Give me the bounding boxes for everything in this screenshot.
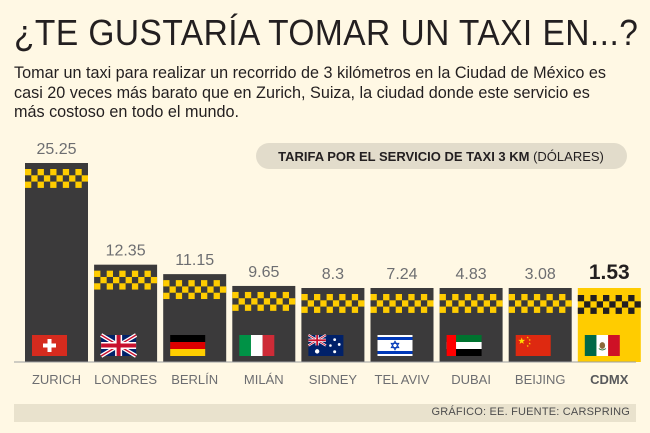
bar-tel-aviv: [370, 288, 434, 362]
taxi-checker-pattern: [577, 295, 641, 314]
mexico-flag: [584, 335, 620, 356]
australia-flag: [307, 334, 344, 356]
legend-badge: TARIFA POR EL SERVICIO DE TAXI 3 KM (DÓL…: [256, 143, 627, 169]
taxi-checker-pattern: [439, 294, 503, 313]
switzerland-flag: [32, 335, 67, 356]
bar-londres: [94, 264, 158, 362]
category-label: ZURICH: [32, 372, 81, 387]
category-label: MILÁN: [244, 372, 284, 387]
israel-flag: [377, 335, 413, 356]
page-title: ¿TE GUSTARÍA TOMAR UN TAXI EN...?: [14, 12, 639, 53]
uae-flag: [446, 335, 482, 356]
category-label: BEIJING: [515, 372, 566, 387]
taxi-checker-pattern: [25, 169, 88, 188]
bar-body: [25, 163, 88, 362]
value-label: 7.24: [386, 266, 417, 283]
category-label: BERLÍN: [171, 372, 218, 387]
value-label: 8.3: [322, 266, 344, 283]
value-label: 11.15: [175, 252, 214, 269]
category-label: CDMX: [590, 372, 629, 387]
category-label: TEL AVIV: [375, 372, 430, 387]
china-flag: [515, 335, 551, 356]
bar-beijing: [508, 288, 572, 362]
legend-badge-text: TARIFA POR EL SERVICIO DE TAXI 3 KM (DÓL…: [278, 149, 604, 164]
category-label: DUBAI: [451, 372, 491, 387]
category-label: LONDRES: [94, 372, 157, 387]
category-label: SIDNEY: [309, 372, 358, 387]
legend-badge-unit: (DÓLARES): [533, 149, 604, 164]
uk-flag: [100, 333, 138, 358]
taxi-checker-pattern: [232, 291, 296, 311]
bar-milán: [232, 285, 296, 362]
value-label: 1.53: [589, 261, 630, 284]
legend-badge-bg: [256, 143, 627, 169]
bar-sidney: [301, 288, 365, 362]
value-label: 25.25: [36, 141, 76, 158]
bar-cdmx: [577, 288, 641, 362]
page-subtitle: Tomar un taxi para realizar un recorrido…: [14, 64, 607, 121]
legend-badge-bold: TARIFA POR EL SERVICIO DE TAXI 3 KM: [278, 149, 533, 164]
credit-bar: GRÁFICO: EE. FUENTE: CARSPRING: [14, 404, 636, 422]
value-label: 9.65: [248, 264, 279, 281]
value-label: 12.35: [106, 243, 146, 260]
taxi-checker-pattern: [370, 294, 434, 313]
taxi-checker-pattern: [163, 280, 227, 300]
italy-flag: [239, 335, 275, 356]
value-label: 4.83: [456, 266, 487, 283]
germany-flag: [170, 335, 206, 356]
credit-text: GRÁFICO: EE. FUENTE: CARSPRING: [431, 406, 630, 418]
bar-zurich: [25, 163, 88, 362]
value-label: 3.08: [525, 266, 556, 283]
bar-berlín: [163, 274, 227, 362]
taxi-checker-pattern: [94, 270, 158, 290]
bar-dubai: [439, 288, 503, 362]
taxi-checker-pattern: [301, 294, 365, 313]
taxi-checker-pattern: [508, 294, 572, 313]
